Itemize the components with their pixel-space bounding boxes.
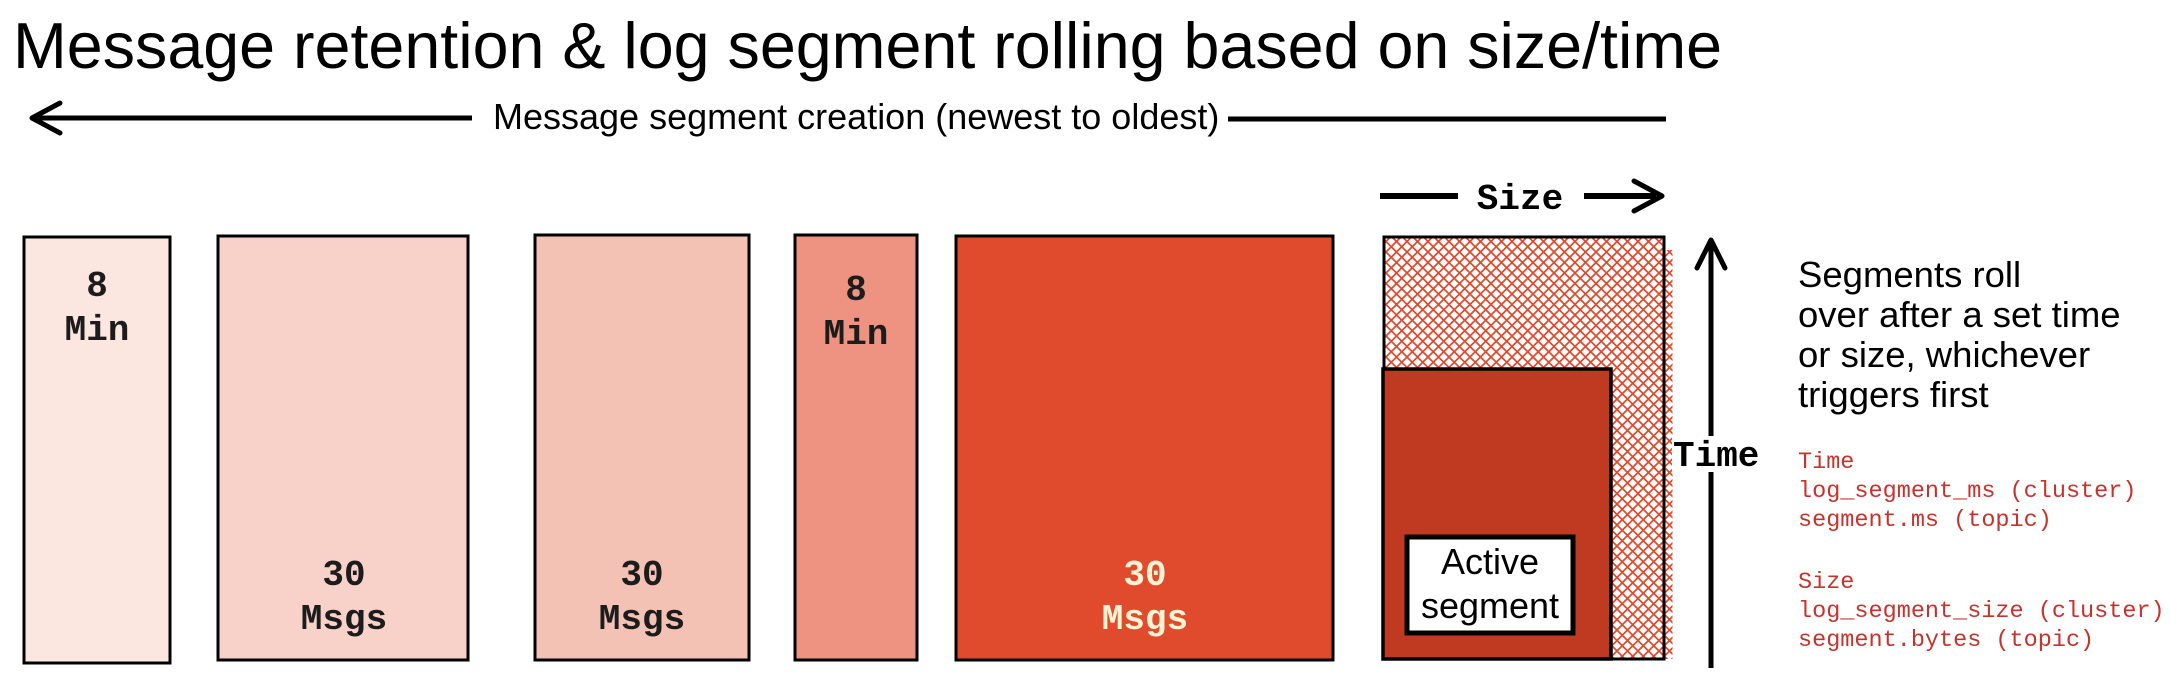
svg-text:or size, whichever: or size, whichever: [1798, 334, 2090, 375]
svg-text:Min: Min: [65, 310, 130, 351]
svg-text:Message segment creation (newe: Message segment creation (newest to olde…: [493, 96, 1219, 137]
svg-text:triggers first: triggers first: [1798, 374, 1989, 415]
svg-text:Message retention & log segmen: Message retention & log segment rolling …: [13, 10, 1722, 82]
svg-text:Time: Time: [1673, 436, 1759, 477]
svg-text:8: 8: [86, 266, 108, 307]
svg-text:30: 30: [1123, 555, 1166, 596]
svg-text:Size: Size: [1798, 569, 1854, 596]
svg-text:8: 8: [845, 270, 867, 311]
svg-text:Msgs: Msgs: [1102, 599, 1188, 640]
svg-text:segment.bytes (topic): segment.bytes (topic): [1798, 627, 2094, 654]
svg-text:30: 30: [322, 555, 365, 596]
svg-text:log_segment_ms (cluster): log_segment_ms (cluster): [1798, 478, 2136, 505]
svg-text:Msgs: Msgs: [599, 599, 685, 640]
svg-text:over after a set time: over after a set time: [1798, 294, 2121, 335]
svg-text:Segments roll: Segments roll: [1798, 254, 2021, 295]
svg-text:segment: segment: [1421, 585, 1559, 626]
svg-text:Min: Min: [824, 314, 889, 355]
svg-text:Size: Size: [1477, 179, 1563, 220]
svg-text:Time: Time: [1798, 449, 1854, 476]
svg-text:segment.ms (topic): segment.ms (topic): [1798, 507, 2052, 534]
svg-text:Msgs: Msgs: [301, 599, 387, 640]
svg-text:log_segment_size (cluster): log_segment_size (cluster): [1798, 598, 2165, 625]
svg-text:30: 30: [620, 555, 663, 596]
svg-text:Active: Active: [1441, 541, 1539, 582]
